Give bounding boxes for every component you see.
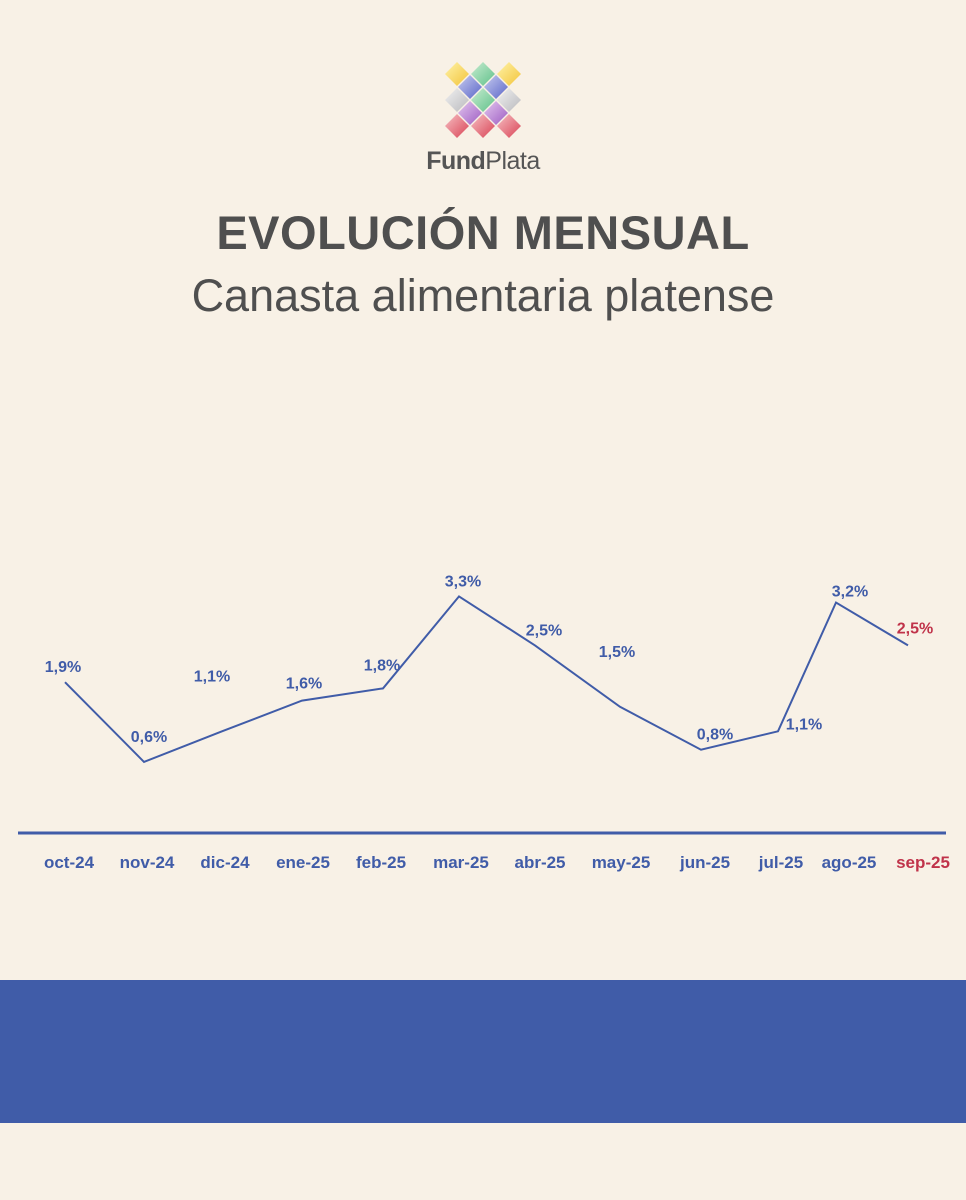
x-tick-label-abr-25: abr-25	[514, 853, 565, 872]
fundplata-logo	[423, 58, 543, 178]
x-tick-label-jun-25: jun-25	[679, 853, 730, 872]
data-label-oct-24: 1,9%	[45, 659, 81, 676]
data-label-mar-25: 3,3%	[445, 573, 481, 590]
x-tick-label-mar-25: mar-25	[433, 853, 489, 872]
chart-subtitle: Canasta alimentaria platense	[191, 270, 775, 321]
x-tick-label-nov-24: nov-24	[120, 853, 175, 872]
x-tick-label-jul-25: jul-25	[758, 853, 803, 872]
x-tick-label-oct-24: oct-24	[44, 853, 95, 872]
x-tick-label-ago-25: ago-25	[822, 853, 877, 872]
brand-name-regular: Plata	[485, 147, 540, 175]
x-tick-label-may-25: may-25	[592, 853, 651, 872]
footer-band	[0, 980, 966, 1123]
data-label-abr-25: 2,5%	[526, 622, 562, 639]
data-label-sep-25: 2,5%	[897, 620, 933, 637]
data-label-may-25: 1,5%	[599, 644, 635, 661]
line-chart: 1,9% 0,6% 1,1% 1,6% 1,8% 3,3% 2,5% 1,5% 0,8% 1,1%…	[18, 573, 950, 872]
data-label-jul-25: 1,1%	[786, 716, 822, 733]
chart-title: EVOLUCIÓN MENSUAL	[216, 206, 750, 259]
series-line	[64, 595, 909, 764]
logo-diamonds-icon	[445, 62, 521, 138]
brand-name: FundPlata	[0, 147, 966, 176]
data-label-jun-25: 0,8%	[697, 727, 733, 744]
x-tick-label-ene-25: ene-25	[276, 853, 330, 872]
data-label-feb-25: 1,8%	[364, 657, 400, 674]
x-tick-label-sep-25: sep-25	[896, 853, 950, 872]
brand-name-bold: Fund	[426, 147, 486, 175]
data-label-dic-24: 1,1%	[194, 668, 230, 685]
data-label-ago-25: 3,2%	[832, 584, 868, 601]
data-label-nov-24: 0,6%	[131, 729, 167, 746]
data-label-ene-25: 1,6%	[286, 676, 322, 693]
x-tick-label-feb-25: feb-25	[356, 853, 406, 872]
x-tick-label-dic-24: dic-24	[200, 853, 250, 872]
